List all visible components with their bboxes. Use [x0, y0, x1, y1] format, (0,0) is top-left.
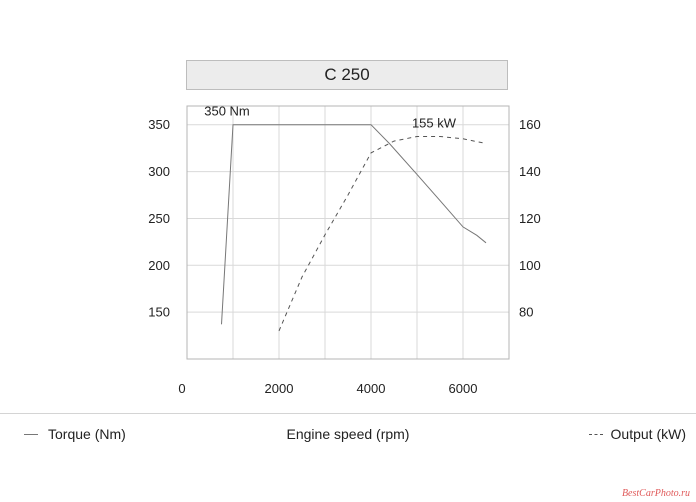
y-left-tick-label: 150: [148, 305, 170, 320]
legend-dashed-line-icon: [588, 433, 603, 435]
y-right-tick-label: 120: [519, 211, 541, 226]
y-left-tick-label: 250: [148, 211, 170, 226]
y-left-tick-label: 200: [148, 258, 170, 273]
legend-solid-line-icon: [24, 433, 38, 435]
legend-torque: Torque (Nm): [24, 426, 126, 442]
y-left-tick-label: 350: [148, 117, 170, 132]
watermark: BestCarPhoto.ru: [621, 488, 690, 499]
output-line: [278, 136, 487, 332]
output-peak-label: 155 kW: [412, 115, 457, 130]
footer-divider: [0, 413, 696, 414]
y-right-tick-label: 100: [519, 258, 541, 273]
legend-output-label: Output (kW): [610, 426, 686, 442]
x-tick-label: 6000: [449, 381, 478, 396]
torque-peak-label: 350 Nm: [204, 104, 250, 119]
tick-labels: 150 200 250 300 350 80 100 120 140 160 0 2000 4000 60…: [148, 104, 540, 396]
legend-torque-label: Torque (Nm): [48, 426, 126, 442]
chart-title: C 250: [186, 60, 508, 90]
torque-line: [221, 124, 487, 325]
legend-output: Output (kW): [588, 426, 686, 442]
x-axis-label: Engine speed (rpm): [286, 426, 410, 442]
y-left-tick-label: 300: [148, 164, 170, 179]
grid: [187, 106, 509, 359]
axes: [186, 105, 510, 360]
x-tick-label: 0: [178, 381, 185, 396]
y-right-tick-label: 160: [519, 117, 541, 132]
y-right-tick-label: 80: [519, 305, 533, 320]
x-tick-label: 4000: [357, 381, 386, 396]
x-tick-label: 2000: [265, 381, 294, 396]
series: [221, 124, 487, 332]
y-right-tick-label: 140: [519, 164, 541, 179]
plot-frame: [186, 105, 510, 360]
